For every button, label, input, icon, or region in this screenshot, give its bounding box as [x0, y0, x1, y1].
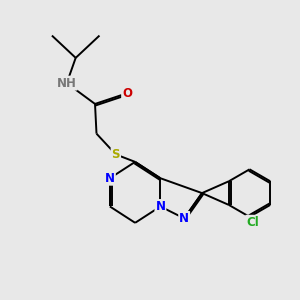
Text: N: N: [155, 200, 165, 213]
Text: N: N: [179, 212, 189, 225]
Text: S: S: [112, 148, 120, 161]
Text: O: O: [122, 87, 132, 100]
Text: NH: NH: [57, 76, 77, 90]
Text: N: N: [105, 172, 115, 185]
Text: Cl: Cl: [246, 216, 259, 229]
